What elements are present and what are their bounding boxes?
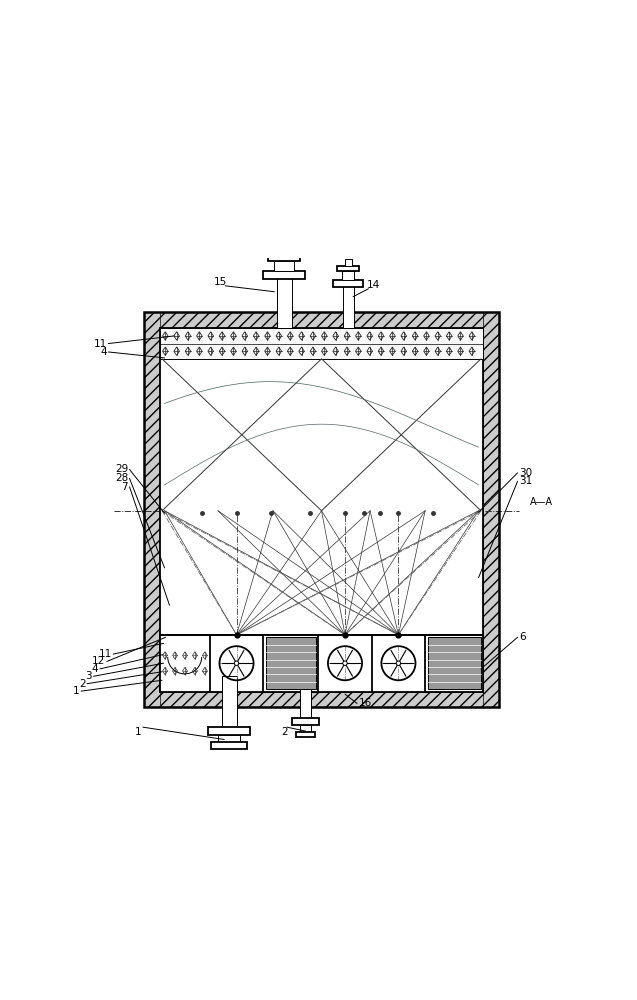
Text: 3: 3: [85, 671, 92, 681]
Bar: [144, 312, 499, 328]
Bar: [160, 328, 483, 359]
Text: 14: 14: [367, 280, 380, 290]
Bar: [266, 637, 316, 689]
Bar: [342, 271, 354, 280]
Text: 30: 30: [519, 468, 532, 478]
Bar: [296, 732, 315, 737]
Text: 2: 2: [79, 679, 85, 689]
Text: 11: 11: [94, 339, 107, 349]
Circle shape: [234, 661, 239, 665]
Bar: [218, 735, 240, 742]
Bar: [343, 285, 354, 328]
Text: 1: 1: [73, 686, 80, 696]
Text: 2: 2: [281, 727, 288, 737]
Bar: [338, 266, 359, 271]
Circle shape: [396, 661, 401, 665]
Bar: [208, 727, 250, 735]
Text: 31: 31: [519, 476, 533, 486]
Text: 12: 12: [92, 656, 105, 666]
Bar: [268, 254, 300, 261]
Bar: [427, 637, 481, 689]
Text: 16: 16: [359, 698, 372, 708]
Text: 28: 28: [115, 473, 128, 483]
Text: 15: 15: [213, 277, 227, 287]
Text: 4: 4: [92, 664, 98, 674]
Bar: [277, 277, 292, 328]
Bar: [211, 742, 247, 749]
Text: A—A: A—A: [530, 497, 553, 507]
Bar: [300, 676, 311, 719]
Bar: [275, 261, 294, 271]
Text: 29: 29: [115, 464, 128, 474]
Bar: [279, 246, 289, 254]
Bar: [160, 328, 483, 692]
Bar: [483, 312, 499, 707]
Bar: [333, 280, 363, 287]
Bar: [160, 635, 483, 692]
Text: 1: 1: [134, 727, 141, 737]
Text: 11: 11: [99, 649, 111, 659]
Bar: [144, 312, 160, 707]
Text: 6: 6: [519, 632, 526, 642]
Circle shape: [343, 661, 347, 665]
Bar: [275, 241, 293, 246]
Bar: [292, 718, 319, 725]
Text: 7: 7: [122, 482, 128, 492]
Bar: [222, 676, 236, 727]
Bar: [299, 725, 311, 732]
Bar: [345, 259, 352, 266]
Text: 4: 4: [100, 347, 107, 357]
Bar: [144, 312, 499, 707]
Bar: [144, 692, 499, 707]
Bar: [264, 271, 305, 279]
